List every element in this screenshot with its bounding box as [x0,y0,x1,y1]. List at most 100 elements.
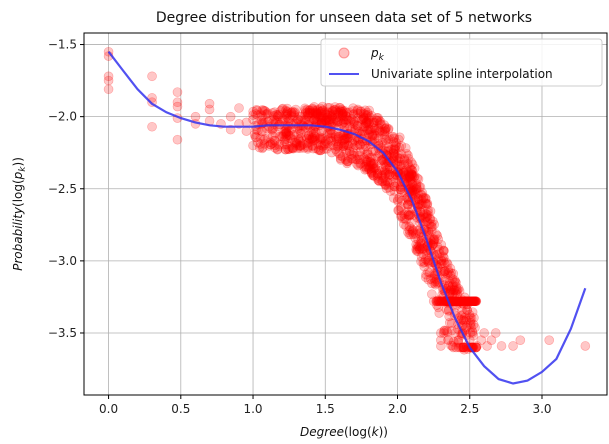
scatter-point [399,155,410,166]
scatter-point [462,296,472,307]
scatter-point [282,107,293,117]
scatter-point [287,134,297,144]
scatter-point [458,296,469,307]
scatter-point [319,138,330,149]
scatter-point [449,296,460,307]
scatter-point [469,312,479,323]
scatter-point [396,202,406,212]
scatter-point [326,147,337,158]
scatter-point [462,296,473,307]
scatter-point [389,186,400,196]
scatter-point [296,140,306,151]
scatter-point [452,296,462,307]
plot-frame [83,32,608,396]
scatter-point [395,184,406,195]
scatter-point [444,277,455,287]
scatter-point [409,172,419,183]
scatter-point [421,198,431,209]
scatter-point [399,168,410,179]
scatter-point [486,335,497,345]
scatter-point [386,144,396,155]
scatter-point [340,133,351,144]
scatter-point [397,195,407,206]
scatter-point [461,314,471,325]
scatter-point [265,139,276,150]
scatter-point [369,121,379,131]
scatter-point [411,180,422,191]
scatter-point [388,137,399,147]
scatter-point [362,149,372,159]
scatter-point [377,126,388,137]
scatter-point [316,111,327,122]
scatter-point [302,109,313,120]
scatter-point [320,115,330,125]
scatter-point [364,112,375,122]
scatter-point [291,137,302,147]
x-axis-label-var: k [372,425,380,439]
scatter-point [462,305,473,316]
scatter-point [310,107,321,118]
scatter-point [422,198,433,209]
scatter-point [357,114,368,124]
scatter-point [287,112,298,122]
scatter-point [422,256,433,266]
scatter-point [439,269,449,279]
scatter-point [399,166,409,176]
scatter-point [427,278,437,289]
scatter-point [414,182,425,192]
scatter-point [399,153,410,164]
scatter-point [405,174,416,185]
scatter-point [443,281,454,292]
scatter-point [448,287,459,298]
scatter-point [389,181,400,192]
scatter-point [375,128,385,138]
scatter-point [302,107,313,118]
scatter-point [355,108,366,119]
scatter-point [406,169,417,179]
scatter-point [225,111,236,122]
scatter-point [417,190,427,200]
scatter-point [471,342,481,353]
scatter-point [315,145,326,156]
scatter-point [359,153,369,163]
scatter-point [172,134,183,145]
scatter-point [419,192,429,203]
scatter-point [434,308,445,318]
scatter-point [420,193,431,203]
scatter-point [458,342,468,353]
scatter-point [310,127,321,138]
scatter-point [432,241,443,252]
scatter-point [466,322,476,333]
scatter-point [366,168,377,178]
scatter-point [311,107,322,118]
scatter-point [458,342,469,353]
scatter-point [439,252,449,263]
scatter-point [456,296,467,307]
scatter-point [315,145,326,156]
scatter-point [256,109,266,120]
scatter-point [344,146,355,156]
scatter-point [363,115,374,125]
scatter-point [400,143,411,153]
scatter-point [380,123,390,134]
scatter-point [360,105,370,116]
scatter-point [353,151,363,161]
scatter-point [423,274,434,285]
scatter-point [395,161,406,171]
scatter-point [300,109,310,119]
scatter-point [366,158,377,168]
scatter-point [338,135,348,146]
scatter-point [361,159,371,170]
scatter-point [459,344,469,355]
scatter-point [442,327,453,337]
scatter-point [316,106,327,117]
scatter-point [447,281,458,292]
scatter-point [450,288,461,298]
scatter-point [401,221,411,232]
scatter-point [439,326,449,336]
scatter-point [388,148,399,159]
scatter-point [461,296,472,307]
scatter-point [274,109,284,120]
scatter-point [383,170,394,181]
legend-pk-sub: k [379,53,385,63]
